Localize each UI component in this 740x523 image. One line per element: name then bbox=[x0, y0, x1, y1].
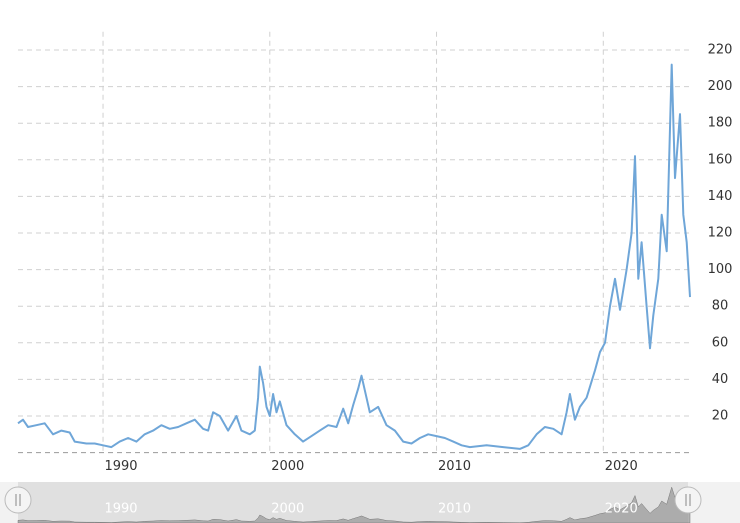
y-tick-label: 220 bbox=[708, 43, 733, 58]
navigator-area bbox=[17, 486, 691, 523]
y-tick-label: 40 bbox=[712, 372, 729, 387]
x-tick-label: 2020 bbox=[605, 459, 638, 474]
y-tick-label: 180 bbox=[708, 116, 733, 131]
plot: 20 40 60 80 100 120 140 160 180 200 220 1990 2000 201… bbox=[17, 31, 733, 474]
line-series bbox=[17, 63, 691, 450]
navigator-label: 1990 bbox=[104, 502, 137, 517]
x-tick-label: 2000 bbox=[271, 459, 304, 474]
x-tick-label: 1990 bbox=[104, 459, 137, 474]
navigator-label: 2000 bbox=[271, 502, 304, 517]
y-tick-label: 120 bbox=[708, 226, 733, 241]
x-tick-label: 2010 bbox=[438, 459, 471, 474]
navigator: 1990 2000 2010 2020 bbox=[17, 486, 691, 523]
y-tick-label: 140 bbox=[708, 189, 733, 204]
navigator-handle-left[interactable] bbox=[4, 486, 32, 514]
y-tick-label: 20 bbox=[712, 409, 729, 424]
navigator-label: 2010 bbox=[438, 502, 471, 517]
y-tick-label: 160 bbox=[708, 152, 733, 167]
navigator-handle-right[interactable] bbox=[674, 486, 702, 514]
y-tick-label: 60 bbox=[712, 335, 729, 350]
y-tick-label: 100 bbox=[708, 262, 733, 277]
y-tick-label: 80 bbox=[712, 299, 729, 314]
navigator-window[interactable] bbox=[18, 482, 688, 523]
y-tick-label: 200 bbox=[708, 79, 733, 94]
navigator-label: 2020 bbox=[605, 502, 638, 517]
